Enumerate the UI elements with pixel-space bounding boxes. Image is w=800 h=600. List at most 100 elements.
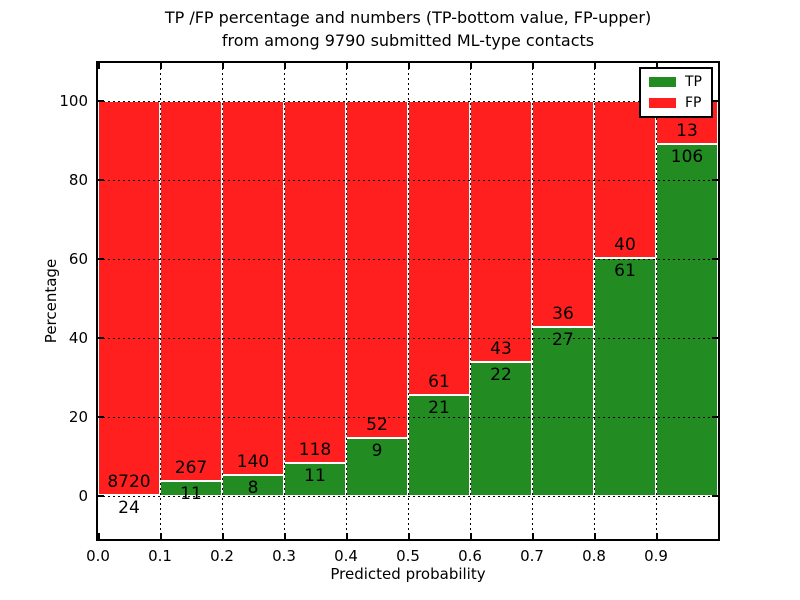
bar-segment-fp <box>470 100 532 363</box>
y-tick-label: 60 <box>68 250 88 269</box>
x-tick-mark <box>470 533 472 539</box>
fp-count-label: 267 <box>174 457 208 478</box>
x-tick-mark <box>98 63 100 69</box>
horizontal-gridline <box>98 100 718 102</box>
x-tick-label: 0.1 <box>148 547 172 565</box>
x-tick-mark <box>284 533 286 539</box>
bar-segment-fp <box>346 100 408 438</box>
fp-count-label: 13 <box>676 121 698 142</box>
fp-swatch-icon <box>649 98 676 108</box>
fp-count-label: 8720 <box>107 472 151 493</box>
horizontal-gridline <box>98 417 718 419</box>
plot-area: TP FP 8720 24 267 11 140 8 118 11 52 9 61 21 43 22 36 2… <box>96 61 720 541</box>
x-axis-label: Predicted probability <box>330 565 486 583</box>
fp-count-label: 52 <box>366 414 388 435</box>
horizontal-gridline <box>98 180 718 182</box>
chart-title-line2: from among 9790 submitted ML-type contac… <box>221 31 595 50</box>
bar-segment-fp <box>284 100 346 463</box>
tp-count-label: 106 <box>670 147 704 168</box>
bar-segment-fp <box>532 100 594 327</box>
legend-item-fp: FP <box>649 96 702 110</box>
bar-segment-fp <box>98 100 160 496</box>
bar-segment-fp <box>222 100 284 475</box>
y-tick-mark <box>98 416 104 419</box>
y-tick-mark <box>98 99 104 102</box>
y-tick-mark <box>712 416 718 419</box>
tp-count-label: 24 <box>118 498 140 519</box>
x-tick-mark <box>656 63 658 69</box>
legend-item-tp: TP <box>649 75 702 89</box>
x-tick-mark <box>284 63 286 69</box>
vertical-gridline <box>284 63 285 539</box>
tp-count-label: 11 <box>304 465 326 486</box>
tp-count-label: 11 <box>180 483 202 504</box>
y-tick-mark <box>98 179 104 182</box>
bar-segment-fp <box>160 100 222 481</box>
y-tick-mark <box>712 179 718 182</box>
horizontal-gridline <box>98 338 718 340</box>
y-tick-mark <box>98 495 104 498</box>
y-tick-label: 40 <box>68 329 88 348</box>
x-tick-label: 0.5 <box>396 547 420 565</box>
fp-count-label: 118 <box>298 439 332 460</box>
y-tick-mark <box>712 337 718 340</box>
fp-count-label: 43 <box>490 339 512 360</box>
bar-segment-fp <box>594 100 656 258</box>
fp-count-label: 140 <box>236 451 270 472</box>
tp-count-label: 27 <box>552 329 574 350</box>
horizontal-gridline <box>98 496 718 498</box>
y-tick-label: 0 <box>78 487 88 506</box>
x-tick-mark <box>408 63 410 69</box>
x-tick-mark <box>98 533 100 539</box>
legend-label-tp: TP <box>685 74 702 90</box>
x-tick-mark <box>160 63 162 69</box>
legend-label-fp: FP <box>685 95 702 111</box>
x-tick-mark <box>346 533 348 539</box>
x-tick-mark <box>532 533 534 539</box>
tp-count-label: 8 <box>247 477 259 498</box>
vertical-gridline <box>656 63 657 539</box>
y-tick-label: 20 <box>68 408 88 427</box>
y-tick-mark <box>98 337 104 340</box>
y-tick-mark <box>712 99 718 102</box>
vertical-gridline <box>346 63 347 539</box>
bar-segment-tp <box>408 395 470 497</box>
x-tick-mark <box>222 533 224 539</box>
tp-count-label: 22 <box>490 365 512 386</box>
x-tick-mark <box>408 533 410 539</box>
y-tick-label: 80 <box>68 171 88 190</box>
vertical-gridline <box>470 63 471 539</box>
bar-segment-tp <box>656 144 718 497</box>
vertical-gridline <box>408 63 409 539</box>
legend: TP FP <box>639 67 713 118</box>
tp-count-label: 21 <box>428 398 450 419</box>
bar-segment-tp <box>346 437 408 497</box>
tp-count-label: 61 <box>614 260 636 281</box>
x-tick-label: 0.7 <box>520 547 544 565</box>
vertical-gridline <box>222 63 223 539</box>
x-tick-label: 0.9 <box>644 547 668 565</box>
tp-swatch-icon <box>649 77 676 87</box>
x-tick-mark <box>594 533 596 539</box>
x-tick-label: 0.8 <box>582 547 606 565</box>
vertical-gridline <box>594 63 595 539</box>
bar-segment-fp <box>408 100 470 396</box>
fp-count-label: 40 <box>614 234 636 255</box>
bar-segment-tp <box>594 257 656 497</box>
y-tick-mark <box>712 258 718 261</box>
x-tick-mark <box>222 63 224 69</box>
tp-count-label: 9 <box>371 440 383 461</box>
x-tick-mark <box>346 63 348 69</box>
bar-segment-tp <box>532 326 594 497</box>
fp-count-label: 61 <box>428 372 450 393</box>
horizontal-gridline <box>98 259 718 261</box>
fp-count-label: 36 <box>552 303 574 324</box>
x-tick-mark <box>160 533 162 539</box>
x-tick-mark <box>532 63 534 69</box>
x-tick-label: 0.0 <box>86 547 110 565</box>
x-tick-label: 0.2 <box>210 547 234 565</box>
x-tick-label: 0.3 <box>272 547 296 565</box>
bar-segment-tp <box>284 462 346 497</box>
vertical-gridline <box>160 63 161 539</box>
x-tick-mark <box>470 63 472 69</box>
